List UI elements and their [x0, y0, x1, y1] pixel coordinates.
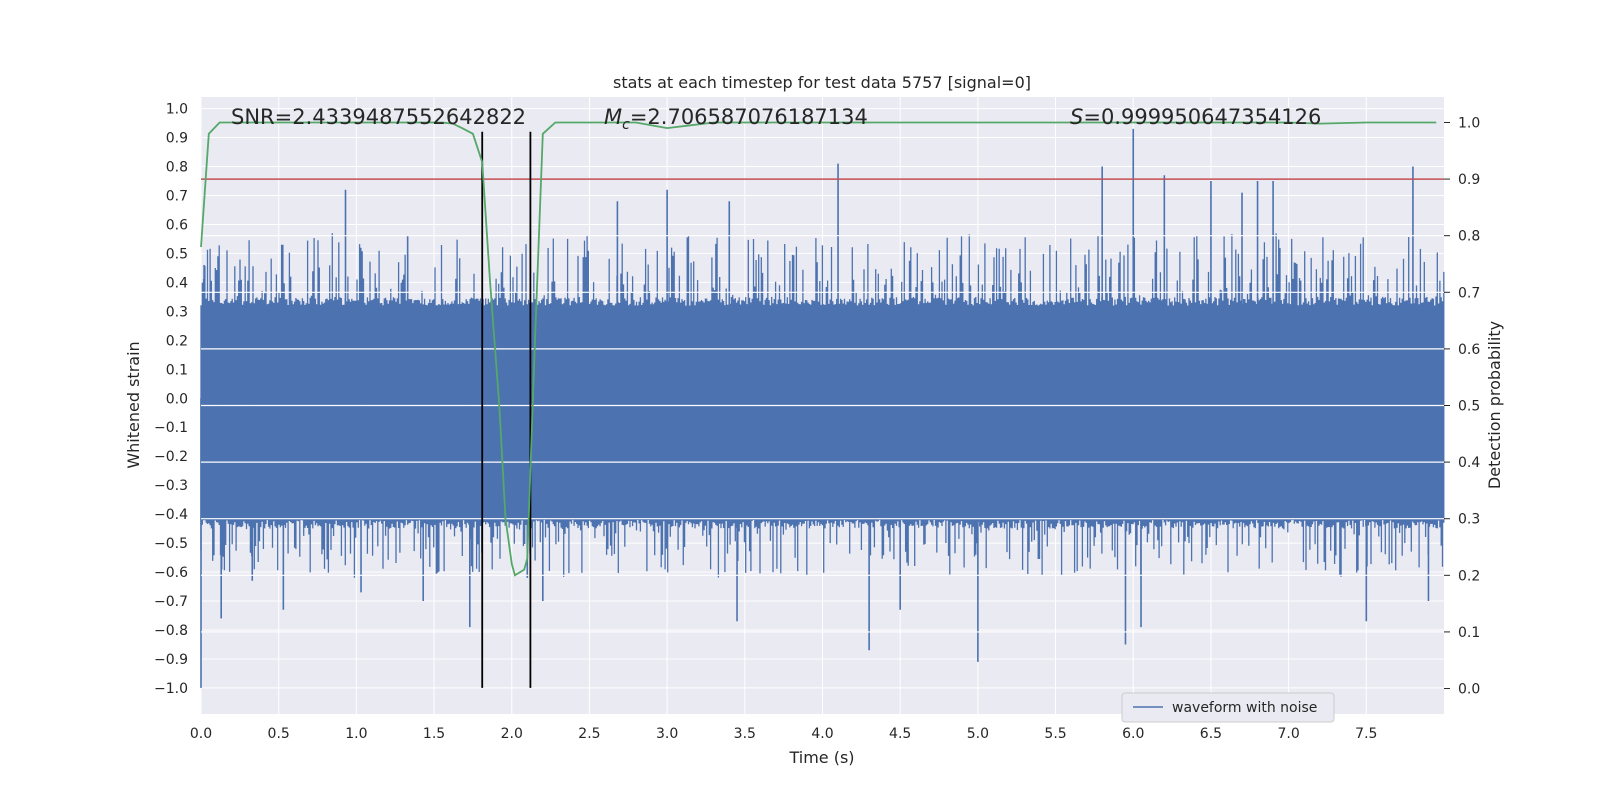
x-tick-label: 5.0	[967, 726, 989, 742]
x-tick-label: 0.5	[268, 726, 290, 742]
y2-tick-label: 0.4	[1458, 455, 1480, 471]
y2-tick-label: 0.1	[1458, 625, 1480, 641]
legend-label-waveform: waveform with noise	[1172, 700, 1317, 716]
x-tick-label: 7.5	[1355, 726, 1377, 742]
y-tick-label: 0.4	[166, 275, 188, 291]
chart-title: stats at each timestep for test data 575…	[613, 73, 1031, 92]
y2-tick-label: 0.3	[1458, 512, 1480, 528]
y-tick-label: −0.2	[154, 449, 188, 465]
x-tick-label: 2.5	[578, 726, 600, 742]
y-tick-label: 0.8	[166, 160, 188, 176]
probability-line	[200, 121, 1437, 577]
waveform-series	[200, 128, 1445, 688]
x-tick-label: 4.5	[889, 726, 911, 742]
x-tick-label: 3.0	[656, 726, 678, 742]
x-tick-label: 6.5	[1200, 726, 1222, 742]
chirp-mass-symbol: M	[604, 105, 622, 129]
y-tick-label: 0.0	[166, 391, 188, 407]
y-tick-label: 1.0	[166, 102, 188, 118]
y-tick-label: −0.9	[154, 652, 188, 668]
y2-tick-label: 0.6	[1458, 342, 1480, 358]
y-tick-label: 0.2	[166, 333, 188, 349]
y-tick-label: −1.0	[154, 681, 188, 697]
chirp-mass-subscript: c	[622, 117, 630, 133]
y2-tick-label: 0.2	[1458, 568, 1480, 584]
x-tick-label: 4.0	[811, 726, 833, 742]
y-tick-label: −0.1	[154, 420, 188, 436]
y2-tick-label: 0.9	[1458, 172, 1480, 188]
x-tick-label: 6.0	[1122, 726, 1144, 742]
y-tick-label: 0.9	[166, 131, 188, 147]
s-value: =0.999950647354126	[1083, 105, 1321, 129]
axes: 0.0 0.5 1.0 1.5 2.0 2.5 3.0 3.5 4.0 4.5 5.0 5.5 6.0 6…	[154, 102, 1480, 742]
y-tick-label: −0.7	[154, 594, 188, 610]
y2-tick-label: 0.0	[1458, 682, 1480, 698]
y-tick-label: −0.3	[154, 478, 188, 494]
chirp-mass-annotation: Mc=2.706587076187134	[604, 105, 868, 133]
chirp-mass-value: =2.706587076187134	[630, 105, 868, 129]
y-tick-label: 0.3	[166, 304, 188, 320]
y2-tick-label: 0.5	[1458, 399, 1480, 415]
y-tick-label: −0.8	[154, 623, 188, 639]
x-tick-label: 7.0	[1277, 726, 1299, 742]
overlay-lines	[200, 121, 1444, 688]
x-tick-label: 3.5	[734, 726, 756, 742]
s-symbol: S	[1070, 105, 1083, 129]
x-tick-label: 1.5	[423, 726, 445, 742]
x-tick-label: 2.0	[501, 726, 523, 742]
legend-box	[1121, 692, 1335, 723]
x-tick-label: 1.0	[345, 726, 367, 742]
y-tick-label: 0.7	[166, 188, 188, 204]
y-tick-label: 0.1	[166, 362, 188, 378]
y2-axis-label: Detection probability	[1485, 321, 1504, 489]
s-annotation: S=0.999950647354126	[1070, 105, 1321, 129]
y2-tick-label: 1.0	[1458, 115, 1480, 131]
y2-tick-label: 0.7	[1458, 285, 1480, 301]
y-tick-label: −0.5	[154, 536, 188, 552]
snr-annotation: SNR=2.4339487552642822	[231, 105, 526, 129]
y-tick-label: −0.6	[154, 565, 188, 581]
x-tick-label: 5.5	[1044, 726, 1066, 742]
legend: waveform with noise	[1121, 692, 1335, 723]
x-axis-label: Time (s)	[788, 748, 854, 767]
x-tick-label: 0.0	[190, 726, 212, 742]
y-tick-label: 0.6	[166, 217, 188, 233]
y2-tick-label: 0.8	[1458, 229, 1480, 245]
y-tick-label: −0.4	[154, 507, 188, 523]
y-tick-label: 0.5	[166, 246, 188, 262]
y-axis-label: Whitened strain	[124, 341, 143, 468]
